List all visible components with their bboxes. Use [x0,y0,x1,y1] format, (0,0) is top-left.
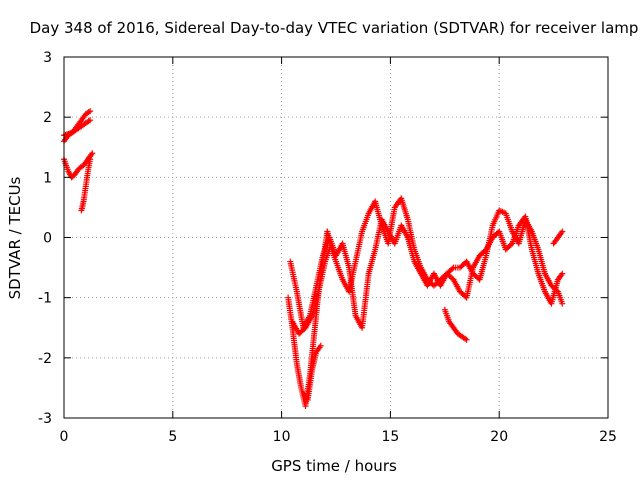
x-tick-label: 5 [168,429,177,445]
y-tick-label: -1 [38,291,52,307]
x-tick-label: 25 [599,429,617,445]
data-point [449,265,456,272]
data-point [326,246,333,253]
data-point [559,270,566,277]
data-point [559,300,566,307]
y-tick-label: -2 [38,351,52,367]
x-axis-label: GPS time / hours [271,457,397,475]
x-tick-label: 0 [60,429,69,445]
data-point [317,342,324,349]
data-point [87,117,94,124]
data-series [550,228,566,247]
data-series [285,195,566,409]
y-axis-label: SDTVAR / TECUs [6,176,24,299]
chart-title: Day 348 of 2016, Sidereal Day-to-day VTE… [30,19,639,37]
axis-ticks [63,56,609,419]
data-series [289,246,333,337]
y-tick-label: 1 [43,170,52,186]
data-point [463,336,470,343]
x-tick-labels: 0 5 10 15 20 25 [60,429,617,445]
data-point [87,156,94,163]
data-series [78,156,94,214]
y-tick-labels: 3 2 1 0 -1 -2 -3 [38,50,52,427]
x-tick-label: 10 [273,429,291,445]
x-tick-label: 20 [490,429,508,445]
y-tick-label: 2 [43,110,52,126]
y-tick-label: 0 [43,231,52,247]
y-tick-label: -3 [38,411,52,427]
data-point [87,108,94,115]
data-point [559,228,566,235]
data-series [300,342,324,403]
data-series [61,108,94,145]
data-series [61,117,94,139]
x-tick-label: 15 [381,429,399,445]
data-points [61,108,566,409]
data-series [441,306,470,343]
data-point [89,150,96,157]
y-tick-label: 3 [43,50,52,66]
data-point [507,241,514,248]
